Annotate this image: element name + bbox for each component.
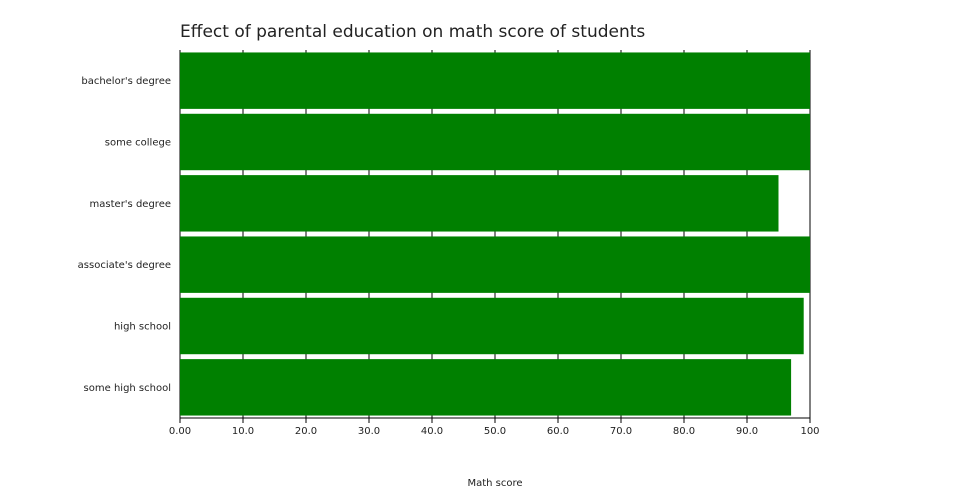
bar <box>180 175 779 232</box>
x-axis-label: Math score <box>467 478 523 489</box>
axes: bachelor's degree some college master's de… <box>78 76 820 437</box>
y-tick-label: high school <box>114 322 171 333</box>
x-tick-label: 10.0 <box>232 426 254 437</box>
y-tick-label: associate's degree <box>78 260 171 271</box>
x-tick-label: 40.0 <box>421 426 443 437</box>
bar <box>180 236 810 293</box>
bar <box>180 359 792 416</box>
x-tick-label: 90.0 <box>736 426 758 437</box>
x-tick-label: 70.0 <box>610 426 632 437</box>
x-tick-label: 50.0 <box>484 426 506 437</box>
bar <box>180 52 810 109</box>
y-tick-label: master's degree <box>90 199 171 210</box>
y-tick-label: some college <box>105 138 171 149</box>
x-tick-label: 20.0 <box>295 426 317 437</box>
bar <box>180 297 804 355</box>
x-tick-label: 60.0 <box>547 426 569 437</box>
gridlines <box>179 50 811 418</box>
x-tick-label: 0.00 <box>169 426 191 437</box>
bars <box>180 52 810 416</box>
x-tick-label: 80.0 <box>673 426 695 437</box>
x-tick-label: 30.0 <box>358 426 380 437</box>
x-tick-label: 100 <box>800 426 819 437</box>
y-tick-label: bachelor's degree <box>81 76 171 87</box>
bar <box>180 113 810 171</box>
chart-title: Effect of parental education on math sco… <box>180 22 646 42</box>
y-tick-label: some high school <box>84 383 171 394</box>
